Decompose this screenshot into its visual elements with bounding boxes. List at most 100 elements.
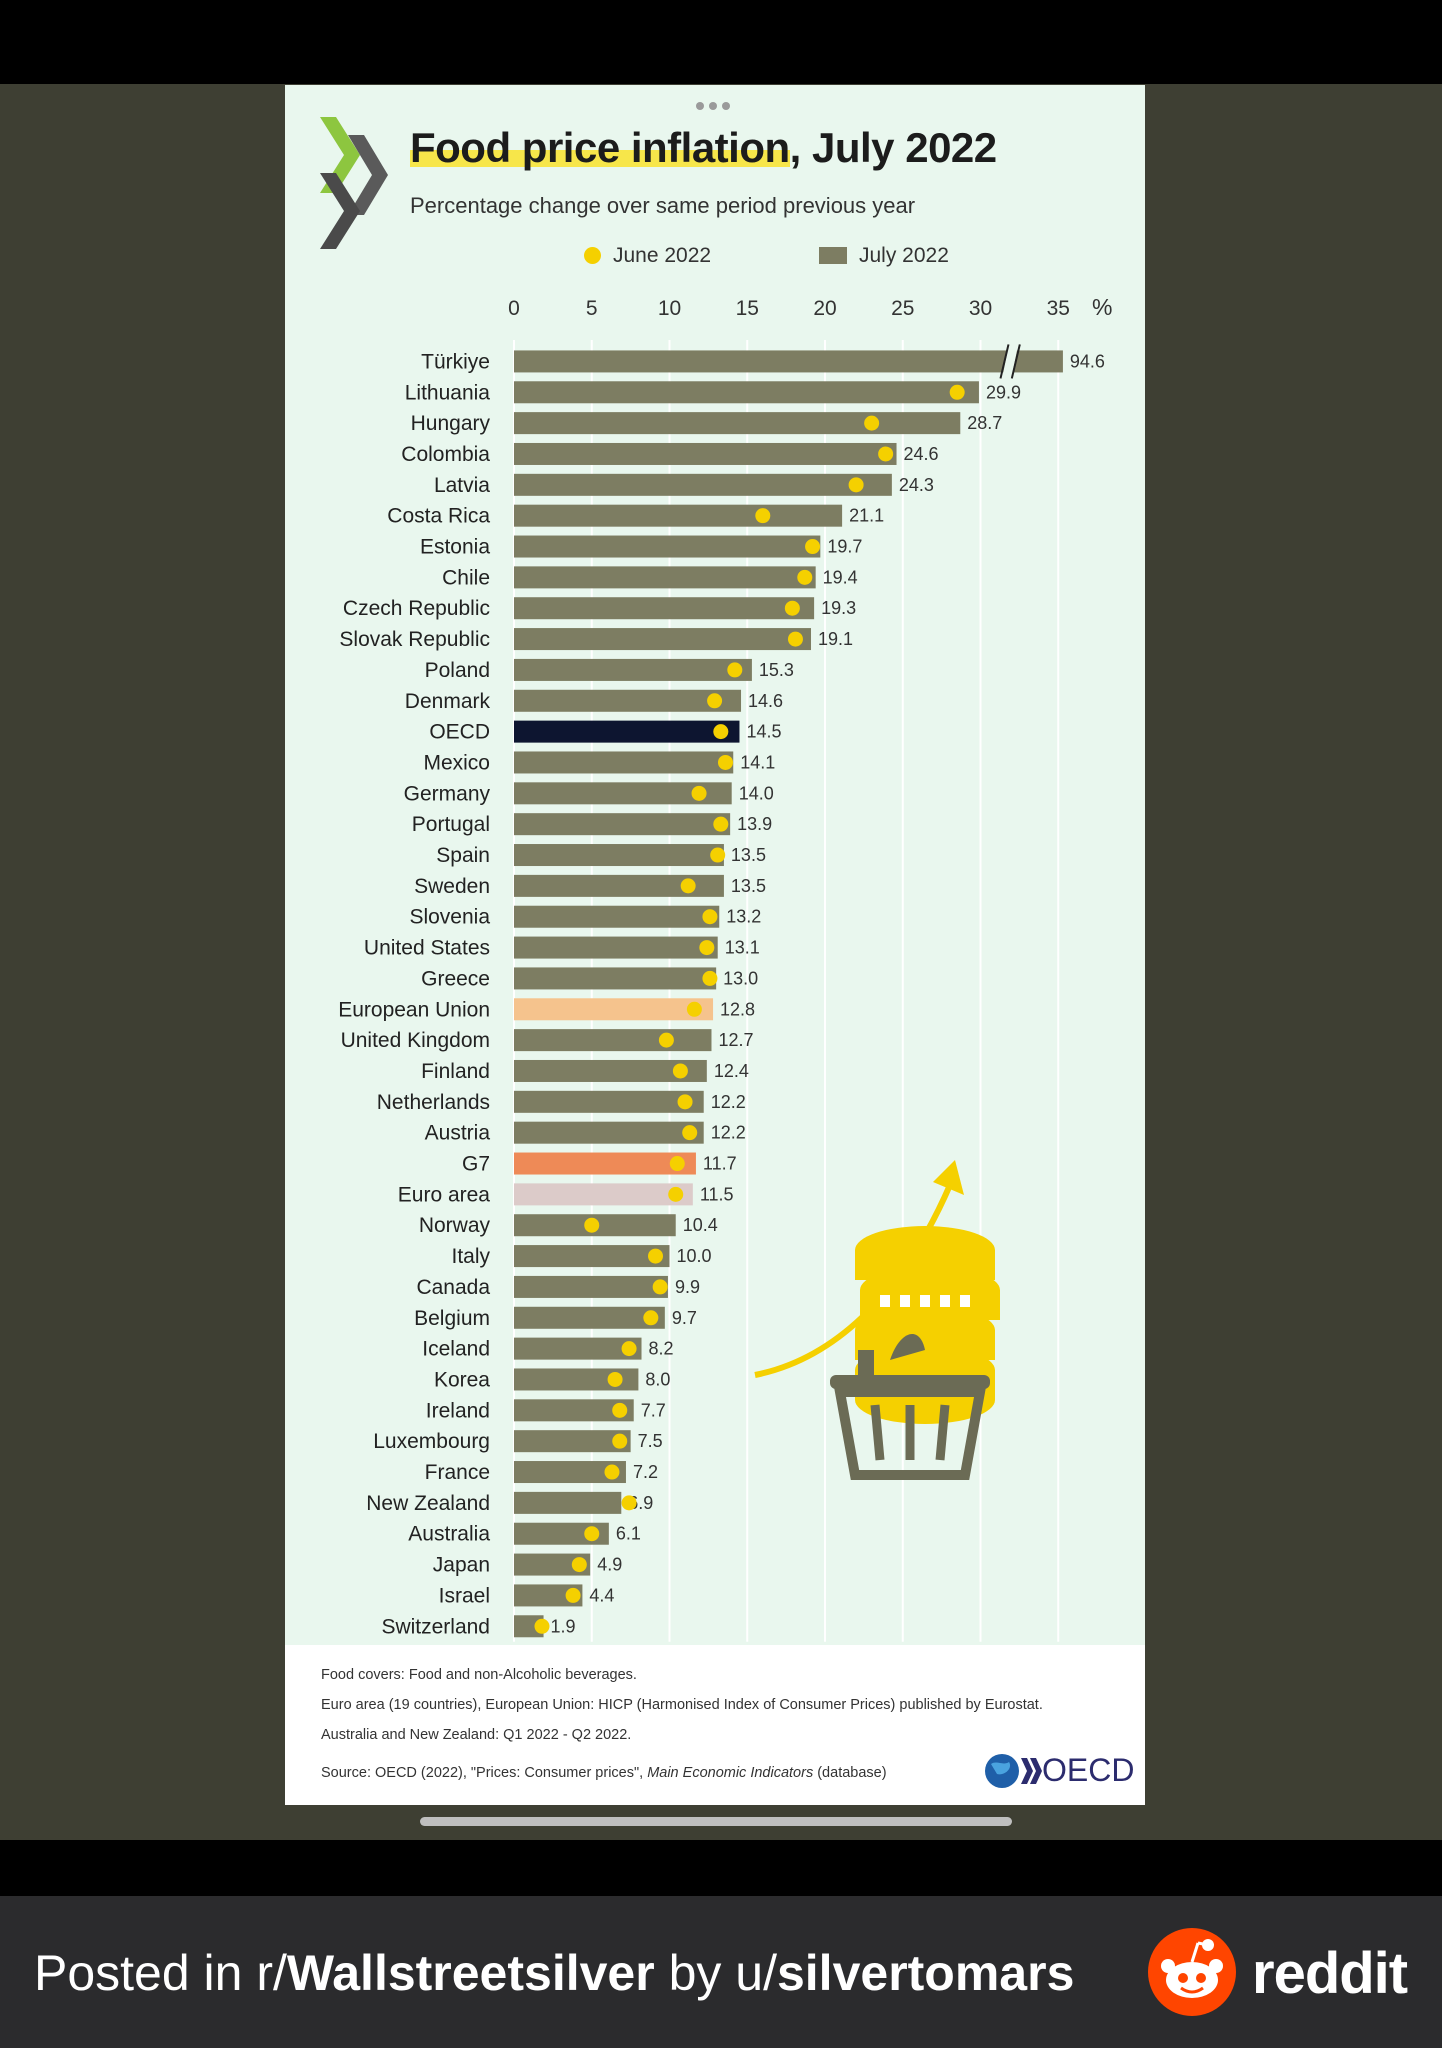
home-indicator[interactable] (420, 1817, 1012, 1826)
more-options-icon[interactable] (696, 97, 740, 111)
june-dot (621, 1495, 637, 1511)
bar (514, 936, 718, 959)
category-label: Germany (404, 782, 491, 805)
bar (514, 1121, 704, 1144)
bar (514, 1553, 591, 1576)
june-dot (668, 1186, 684, 1202)
chart-source: Source: OECD (2022), "Prices: Consumer p… (321, 1765, 887, 1781)
value-label: 14.6 (748, 691, 783, 711)
category-label: Israel (439, 1584, 490, 1607)
bar-chart: 0 5 10 15 20 25 30 35 % Türkiye 94.6 Lithuania 29.9 H… (338, 294, 1112, 1642)
legend-july-swatch (819, 247, 847, 264)
category-label: Slovak Republic (339, 628, 490, 651)
reddit-logo-icon (1148, 1928, 1236, 2016)
value-label: 19.1 (818, 629, 853, 649)
value-label: 13.5 (731, 845, 766, 865)
category-label: G7 (462, 1153, 490, 1176)
x-tick-label: 10 (658, 297, 681, 320)
value-label: 9.9 (675, 1277, 700, 1297)
category-label: Luxembourg (373, 1430, 490, 1453)
bottom-black-bar (0, 1840, 1442, 1896)
category-label: Finland (421, 1060, 490, 1083)
june-dot (755, 508, 771, 524)
bar (514, 1399, 634, 1422)
bar (514, 1245, 670, 1268)
june-dot (713, 724, 729, 740)
bar (514, 504, 843, 527)
bar (514, 751, 734, 774)
value-label: 1.9 (551, 1616, 576, 1636)
value-label: 12.2 (711, 1092, 746, 1112)
june-dot (805, 539, 821, 555)
value-label: 13.1 (725, 938, 760, 958)
bar (514, 967, 717, 990)
value-label: 12.4 (714, 1061, 749, 1081)
category-label: Latvia (434, 474, 490, 497)
value-label: 24.3 (899, 475, 934, 495)
june-dot (727, 662, 743, 678)
category-label: Estonia (420, 536, 490, 559)
value-label: 15.3 (759, 660, 794, 680)
value-label: 11.7 (703, 1154, 737, 1174)
bar (514, 874, 724, 897)
june-dot (658, 1032, 674, 1048)
category-label: Australia (408, 1523, 490, 1546)
bar (514, 998, 714, 1021)
bar (514, 566, 816, 589)
value-label: 19.3 (821, 598, 856, 618)
june-dot (878, 446, 894, 462)
axis-break (1002, 346, 1018, 377)
category-label: Italy (451, 1245, 490, 1268)
chart-notes: Food covers: Food and non-Alcoholic beve… (321, 1660, 1043, 1750)
x-tick-label: 0 (508, 297, 520, 320)
category-label: United Kingdom (341, 1029, 490, 1052)
value-label: 24.6 (904, 444, 939, 464)
value-label: 19.7 (827, 537, 862, 557)
value-label: 21.1 (849, 506, 884, 526)
user-link[interactable]: silvertomars (776, 1945, 1075, 2001)
bar (514, 597, 815, 620)
june-dot (677, 1094, 693, 1110)
category-label: Czech Republic (343, 597, 490, 620)
legend-june-swatch (584, 247, 601, 264)
bar (514, 1337, 642, 1360)
june-dot (784, 600, 800, 616)
oecd-globe-icon (985, 1754, 1042, 1788)
x-unit-label: % (1092, 294, 1112, 320)
june-dot (686, 1001, 702, 1017)
june-dot (534, 1618, 550, 1634)
june-dot (672, 1063, 688, 1079)
value-label: 4.9 (597, 1555, 622, 1575)
bar (514, 442, 897, 465)
category-label: New Zealand (366, 1492, 490, 1515)
june-dot (607, 1371, 623, 1387)
x-tick-label: 20 (813, 297, 836, 320)
value-label: 8.0 (645, 1369, 670, 1389)
bar (514, 1275, 668, 1298)
bar (514, 350, 1063, 373)
category-label: Switzerland (381, 1615, 490, 1638)
category-label: Mexico (423, 751, 490, 774)
oecd-logo-text: OECD (1042, 1752, 1135, 1788)
category-label: Denmark (405, 690, 491, 713)
bar (514, 1090, 704, 1113)
june-dot (584, 1526, 600, 1542)
axis-break-mark (1010, 344, 1021, 379)
category-label: Netherlands (377, 1091, 490, 1114)
x-tick-label: 5 (586, 297, 598, 320)
june-dot (949, 384, 965, 400)
value-label: 7.2 (633, 1462, 658, 1482)
note-line: Euro area (19 countries), European Union… (321, 1697, 1043, 1713)
bar (514, 1152, 696, 1175)
subreddit-link[interactable]: Wallstreetsilver (286, 1945, 655, 2001)
category-label: Portugal (412, 813, 490, 836)
category-label: United States (364, 937, 490, 960)
top-black-bar (0, 0, 1442, 84)
june-dot (604, 1464, 620, 1480)
value-label: 10.4 (683, 1215, 718, 1235)
category-label: OECD (429, 721, 490, 744)
attribution-text: Posted in r/Wallstreetsilver by u/silver… (34, 1945, 1075, 2001)
category-label: Costa Rica (387, 505, 490, 528)
june-dot (682, 1125, 698, 1141)
june-dot (787, 631, 803, 647)
